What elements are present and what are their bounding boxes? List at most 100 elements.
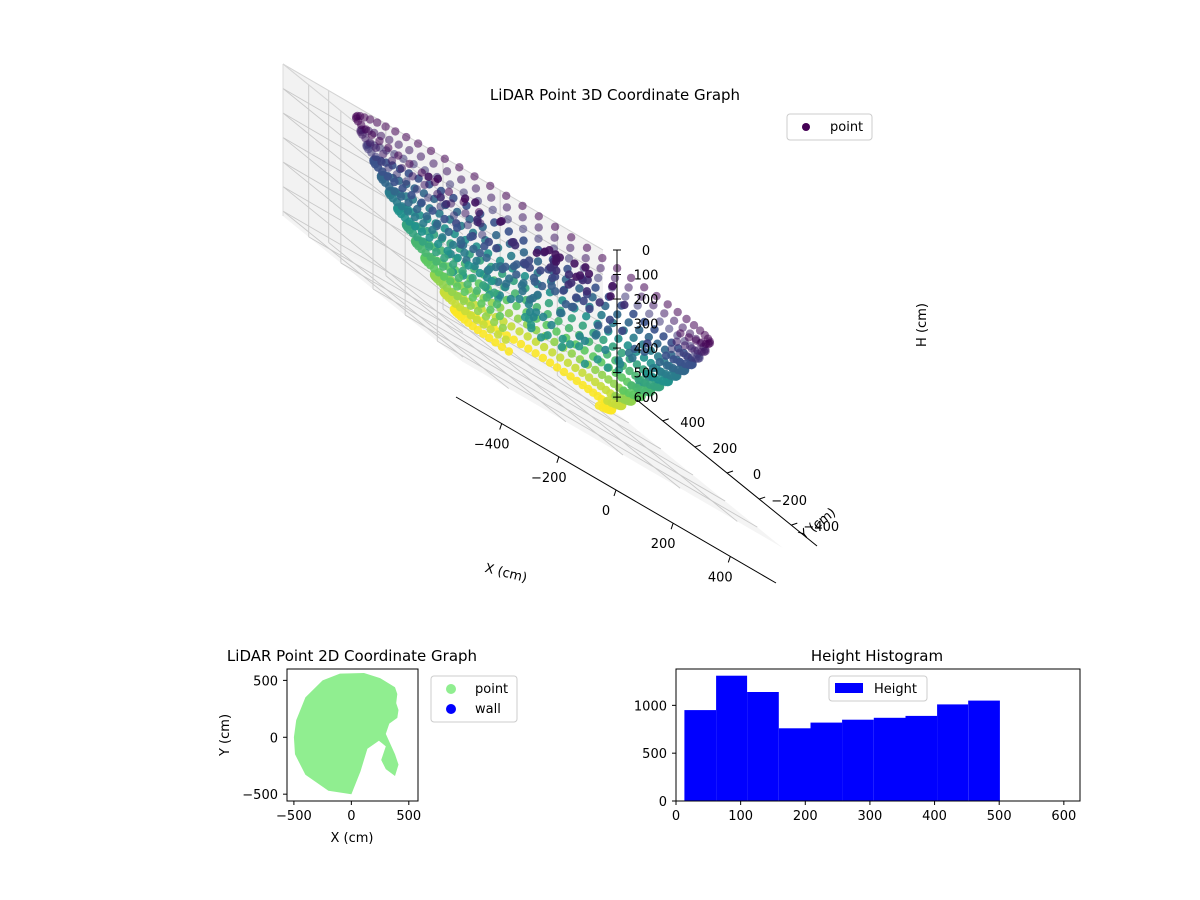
lidar-point — [650, 325, 659, 334]
lidar-point — [626, 273, 636, 283]
lidar-point — [675, 357, 685, 367]
lidar-point — [484, 265, 494, 274]
lidar-point — [634, 375, 643, 384]
lidar-point — [424, 193, 433, 202]
lidar-point — [428, 225, 437, 235]
lidar-point — [433, 219, 442, 229]
lidar-point — [646, 346, 656, 355]
lidar-point — [509, 262, 519, 271]
lidar-point — [669, 316, 679, 325]
lidar-point — [581, 263, 590, 272]
lidar-point — [479, 329, 488, 338]
lidar-point — [635, 325, 644, 335]
lidar-point — [424, 172, 433, 181]
lidar-point — [391, 127, 400, 136]
grid-y-floor — [372, 288, 694, 476]
lidar-point — [479, 320, 488, 329]
lidar-point — [525, 263, 534, 272]
lidar-point — [545, 358, 555, 367]
lidar-point — [440, 272, 449, 281]
lidar-point — [379, 149, 388, 159]
lidar-point — [621, 292, 630, 301]
lidar-point — [536, 333, 546, 342]
lidar-point — [571, 293, 581, 302]
lidar-point — [629, 333, 638, 342]
lidar-point — [550, 222, 560, 231]
lidar-point — [624, 318, 633, 327]
lidar-point — [446, 268, 455, 277]
lidar-point — [546, 263, 555, 272]
lidar-point — [488, 205, 497, 215]
lidar-point — [456, 236, 465, 245]
lidar-point — [468, 293, 477, 302]
lidar-point — [597, 370, 607, 380]
lidar-point — [466, 311, 475, 320]
lidar-point — [453, 223, 462, 233]
lidar-point — [655, 357, 664, 367]
lidar-point — [397, 164, 406, 173]
lidar-point — [481, 312, 491, 321]
lidar-point — [689, 321, 699, 330]
lidar-point — [420, 180, 429, 190]
histogram-xtick-label: 400 — [922, 809, 947, 824]
lidar-point — [453, 282, 462, 291]
lidar-point — [472, 286, 482, 295]
chart-2d-legend: point wall — [430, 675, 518, 723]
lidar-point — [547, 320, 556, 330]
lidar-point — [426, 146, 436, 156]
lidar-point — [665, 324, 674, 333]
histogram-bar — [968, 700, 1000, 801]
lidar-point — [487, 276, 496, 286]
lidar-point — [572, 376, 581, 386]
lidar-point — [498, 264, 507, 274]
lidar-point — [466, 232, 475, 242]
histogram-ytick-label: 0 — [659, 795, 667, 810]
lidar-point — [564, 280, 573, 289]
lidar-point — [487, 193, 496, 202]
lidar-point — [378, 167, 387, 176]
lidar-point — [444, 227, 453, 237]
lidar-point — [539, 312, 548, 322]
lidar-point — [518, 286, 527, 296]
lidar-point — [649, 301, 658, 310]
lidar-point — [436, 202, 445, 211]
histogram-legend-label: Height — [874, 682, 917, 697]
lidar-point — [556, 308, 565, 318]
histogram-frame — [675, 668, 1081, 802]
chart-2d-legend-point: point — [475, 682, 508, 697]
lidar-point — [475, 268, 484, 278]
axis-x-tick-label: 0 — [602, 504, 610, 519]
lidar-point — [471, 198, 480, 207]
lidar-point — [532, 248, 541, 257]
chart-2d-legend-marker-point — [446, 684, 456, 694]
lidar-point — [557, 342, 567, 352]
lidar-point — [396, 192, 406, 201]
grid-z-back — [282, 88, 604, 275]
lidar-point — [390, 177, 399, 187]
lidar-point — [676, 329, 685, 338]
lidar-point — [464, 261, 473, 270]
chart-3d-legend: point — [786, 113, 873, 141]
lidar-point — [669, 355, 678, 364]
lidar-point — [444, 187, 454, 196]
lidar-point — [485, 333, 494, 343]
lidar-point — [640, 317, 649, 327]
lidar-point — [377, 157, 386, 167]
lidar-point — [672, 337, 681, 346]
lidar-point — [582, 243, 592, 252]
lidar-point — [397, 202, 406, 211]
lidar-point — [502, 279, 511, 288]
lidar-point — [463, 220, 472, 230]
axis-z-tick-label: 100 — [634, 269, 659, 284]
lidar-point — [408, 172, 417, 181]
lidar-point — [458, 266, 467, 276]
grid-z-left — [282, 161, 464, 309]
lidar-point — [361, 125, 371, 134]
lidar-point — [373, 118, 382, 127]
chart-3d-legend-box — [786, 113, 873, 141]
lidar-point — [523, 332, 532, 341]
lidar-point — [460, 287, 469, 297]
lidar-point — [582, 287, 592, 296]
lidar-point — [405, 217, 414, 226]
lidar-point — [519, 248, 529, 257]
